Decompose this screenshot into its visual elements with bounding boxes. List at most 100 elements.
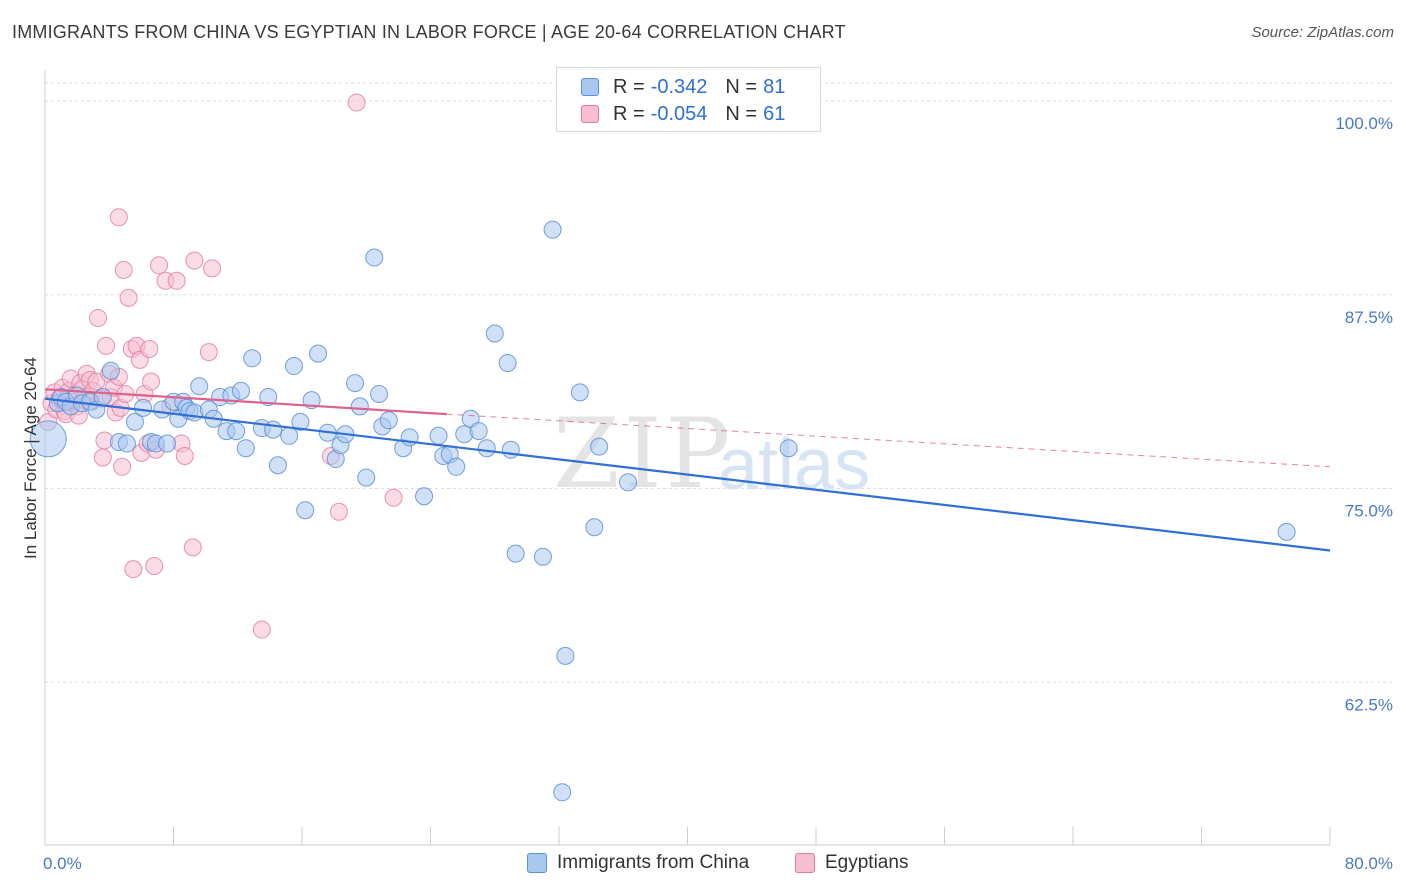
china-point (236, 439, 255, 458)
china-point (243, 349, 262, 368)
egyptians-point (142, 372, 161, 391)
egyptians-points (39, 93, 403, 639)
egyptians-point (252, 620, 271, 639)
egypt-swatch (581, 105, 599, 123)
china-point (1277, 522, 1296, 541)
legend-r-value: -0.054 (650, 102, 708, 125)
china-point (415, 487, 434, 506)
egyptians-point (145, 557, 164, 575)
y-axis-label: In Labor Force | Age 20-64 (21, 357, 40, 559)
egyptians-point (183, 538, 202, 557)
egyptians-point (167, 271, 186, 290)
y-tick-label: 87.5% (1345, 308, 1393, 327)
china-point (379, 411, 398, 430)
china-point (779, 439, 798, 458)
legend-n-value: 81 (763, 75, 786, 98)
china-point (190, 377, 209, 396)
china-point (585, 518, 604, 537)
egyptians-trend-line (44, 388, 447, 416)
watermark-zip: ZIP (553, 398, 734, 510)
egyptians-point (199, 343, 218, 362)
china-legend-label: Immigrants from China (557, 852, 750, 873)
chart-title: IMMIGRANTS FROM CHINA VS EGYPTIAN IN LAB… (12, 22, 846, 42)
china-point (284, 357, 303, 376)
egyptians-point (185, 251, 204, 270)
tick-labels: 62.5% 75.0% 87.5% 100.0% 0.0% 80.0% In Labor F… (21, 114, 1393, 873)
legend-n-value: 61 (763, 102, 786, 125)
china-point (231, 381, 250, 400)
egyptians-trend-extension (446, 413, 1331, 468)
china-point (498, 353, 517, 372)
legend-n-label: N = (725, 102, 758, 125)
china-point (365, 248, 384, 267)
china-point (469, 422, 488, 441)
egyptians-point (89, 309, 108, 327)
china-point (477, 439, 496, 458)
china-point (125, 412, 144, 431)
china-point (533, 547, 552, 566)
egyptians-point (113, 457, 132, 476)
egyptians-point (124, 560, 143, 579)
egyptians-point (347, 93, 366, 112)
grid-layer (45, 82, 1392, 683)
china-point (506, 544, 525, 563)
china-point (346, 374, 365, 393)
china-point (291, 412, 310, 431)
china-point (101, 361, 120, 380)
bottom-legend-egypt: Egyptians (795, 852, 908, 874)
egyptians-point (114, 260, 133, 279)
legend-r-label: R = (613, 102, 645, 125)
china-point (553, 783, 572, 802)
china-point (227, 422, 246, 441)
egypt-legend-swatch (795, 853, 815, 873)
china-point (158, 434, 177, 453)
china-point (309, 344, 328, 363)
y-tick-label: 75.0% (1345, 502, 1393, 521)
legend-row-china: R = -0.342 N = 81 (581, 74, 785, 100)
axis-layer (44, 70, 1331, 846)
china-point (501, 440, 520, 459)
egyptians-point (109, 208, 128, 227)
egyptians-point (150, 256, 169, 275)
egyptians-point (93, 448, 112, 467)
china-point (117, 434, 136, 453)
china-point (350, 397, 369, 416)
china-point (268, 456, 287, 475)
y-tick-label: 62.5% (1345, 695, 1393, 714)
china-point (296, 501, 315, 520)
legend-r-label: R = (613, 75, 645, 98)
chart-source: Source: ZipAtlas.com (1251, 24, 1394, 41)
x-tick-label: 0.0% (43, 854, 82, 873)
correlation-legend: R = -0.342 N = 81 R = -0.054 N = 61 (556, 67, 821, 132)
china-point (29, 420, 67, 458)
china-point (590, 437, 609, 456)
china-point (93, 388, 112, 407)
china-points (29, 220, 1296, 802)
egyptians-point (384, 488, 403, 507)
china-point (429, 426, 448, 445)
china-point (264, 420, 283, 439)
egyptians-point (203, 259, 222, 278)
legend-row-egypt: R = -0.054 N = 61 (581, 101, 785, 127)
legend-n-label: N = (725, 75, 758, 98)
china-point (543, 220, 562, 239)
legend-r-value: -0.342 (650, 75, 708, 98)
china-point (259, 388, 278, 407)
egyptians-point (119, 288, 138, 307)
china-legend-swatch (527, 853, 547, 873)
x-tick-label: 80.0% (1345, 854, 1393, 873)
egypt-legend-label: Egyptians (825, 852, 909, 873)
china-point (556, 646, 575, 665)
egyptians-point (175, 446, 194, 465)
y-tick-label: 100.0% (1335, 114, 1393, 133)
egyptians-point (97, 336, 116, 355)
china-point (447, 457, 466, 476)
china-point (370, 384, 389, 403)
bottom-legend-china: Immigrants from China (527, 852, 749, 874)
china-point (619, 473, 638, 492)
china-point (280, 426, 299, 445)
china-point (357, 468, 376, 487)
china-trend-line (44, 397, 1331, 552)
china-swatch (581, 78, 599, 96)
